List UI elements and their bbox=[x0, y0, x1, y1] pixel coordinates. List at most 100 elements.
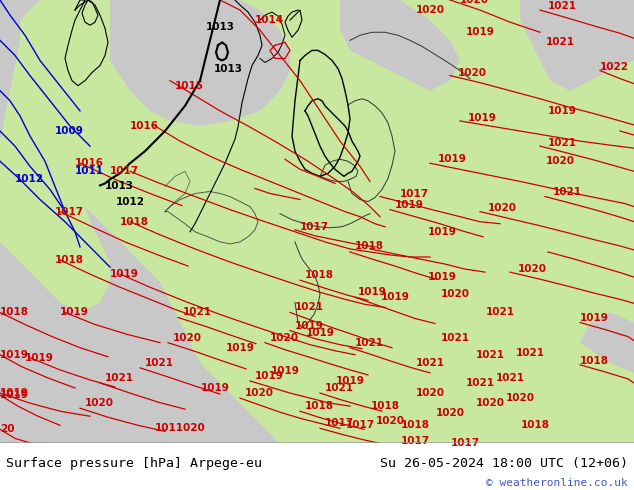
Text: 1019: 1019 bbox=[110, 269, 139, 279]
Text: 1020: 1020 bbox=[545, 156, 574, 166]
Text: 1020: 1020 bbox=[476, 398, 505, 408]
Text: 1021: 1021 bbox=[496, 373, 524, 383]
Text: 1019: 1019 bbox=[0, 390, 29, 400]
Text: 1021: 1021 bbox=[415, 358, 444, 368]
Text: 1018: 1018 bbox=[305, 401, 334, 411]
Text: 1021: 1021 bbox=[476, 350, 505, 360]
Text: 1015: 1015 bbox=[175, 81, 204, 91]
Text: 1017: 1017 bbox=[55, 207, 84, 217]
Text: 1019: 1019 bbox=[335, 376, 365, 386]
Text: 1012: 1012 bbox=[115, 196, 145, 207]
Text: 1016: 1016 bbox=[130, 121, 159, 131]
Text: 1018: 1018 bbox=[305, 270, 334, 280]
Text: 1018: 1018 bbox=[521, 420, 550, 430]
Text: 1018: 1018 bbox=[355, 241, 384, 251]
Text: 1020: 1020 bbox=[518, 264, 547, 274]
Text: 1021: 1021 bbox=[183, 307, 212, 318]
Text: 1017: 1017 bbox=[346, 420, 375, 430]
Text: 1021: 1021 bbox=[465, 378, 495, 388]
Text: 1018: 1018 bbox=[401, 420, 429, 430]
Text: 1018: 1018 bbox=[580, 356, 609, 366]
Polygon shape bbox=[0, 0, 280, 443]
Text: 1020: 1020 bbox=[505, 393, 534, 403]
Text: 1009: 1009 bbox=[55, 126, 84, 136]
Text: 1019: 1019 bbox=[380, 293, 410, 302]
Text: 1019: 1019 bbox=[468, 113, 497, 123]
Text: 1022: 1022 bbox=[600, 62, 629, 72]
Text: 1017: 1017 bbox=[400, 189, 429, 198]
Text: 1019: 1019 bbox=[226, 343, 254, 353]
Text: 1018: 1018 bbox=[55, 255, 84, 265]
Text: 1020: 1020 bbox=[375, 416, 404, 426]
Text: 1020: 1020 bbox=[415, 5, 444, 15]
Text: 1021: 1021 bbox=[295, 302, 324, 313]
Text: 1020: 1020 bbox=[460, 0, 489, 5]
Polygon shape bbox=[0, 0, 634, 443]
Text: 1019: 1019 bbox=[200, 383, 230, 393]
Text: 1013: 1013 bbox=[105, 181, 134, 192]
Text: 1017: 1017 bbox=[401, 437, 430, 446]
Polygon shape bbox=[110, 0, 290, 126]
Text: 1021: 1021 bbox=[355, 338, 384, 348]
Text: 20: 20 bbox=[0, 424, 15, 434]
Text: 1019: 1019 bbox=[255, 371, 284, 381]
Text: 1021: 1021 bbox=[105, 373, 134, 383]
Text: 1011020: 1011020 bbox=[155, 423, 205, 433]
Text: 1019: 1019 bbox=[60, 307, 89, 318]
Text: 1018: 1018 bbox=[370, 401, 399, 411]
Polygon shape bbox=[520, 0, 634, 91]
Text: 1019: 1019 bbox=[427, 272, 456, 282]
Text: 1019: 1019 bbox=[0, 388, 29, 398]
Text: 1021: 1021 bbox=[486, 307, 515, 318]
Text: 1021: 1021 bbox=[553, 188, 582, 197]
Text: 1019: 1019 bbox=[25, 353, 54, 363]
Text: 1014: 1014 bbox=[255, 15, 284, 25]
Text: 1017: 1017 bbox=[450, 439, 479, 448]
Text: 1020: 1020 bbox=[441, 289, 470, 299]
Text: 1016: 1016 bbox=[75, 158, 104, 168]
Text: 1017: 1017 bbox=[325, 418, 354, 428]
Polygon shape bbox=[580, 313, 634, 373]
Text: 1019: 1019 bbox=[580, 314, 609, 323]
Text: 1021: 1021 bbox=[548, 1, 577, 11]
Text: Su 26-05-2024 18:00 UTC (12+06): Su 26-05-2024 18:00 UTC (12+06) bbox=[380, 457, 628, 469]
Text: 1017: 1017 bbox=[300, 222, 329, 232]
Text: 1020: 1020 bbox=[270, 333, 299, 343]
Text: 1021: 1021 bbox=[545, 37, 574, 48]
Text: 1020: 1020 bbox=[85, 398, 114, 408]
Text: 1013: 1013 bbox=[214, 64, 242, 74]
Text: 1021: 1021 bbox=[515, 348, 545, 358]
Text: 1011: 1011 bbox=[75, 166, 104, 176]
Text: 1020: 1020 bbox=[173, 333, 202, 343]
Text: 1019: 1019 bbox=[395, 199, 424, 210]
Polygon shape bbox=[340, 0, 460, 91]
Text: 1019: 1019 bbox=[306, 328, 335, 338]
Polygon shape bbox=[45, 0, 634, 443]
Text: 1019: 1019 bbox=[438, 154, 467, 164]
Text: 1021: 1021 bbox=[548, 138, 577, 148]
Text: 1012: 1012 bbox=[15, 174, 44, 184]
Text: 1013: 1013 bbox=[205, 22, 235, 32]
Text: 1021: 1021 bbox=[325, 383, 354, 393]
Text: 1020: 1020 bbox=[488, 203, 517, 213]
Text: 1021: 1021 bbox=[145, 358, 174, 368]
Text: 1019: 1019 bbox=[271, 366, 299, 376]
Text: 1020: 1020 bbox=[245, 388, 274, 398]
Text: 1019: 1019 bbox=[358, 287, 387, 297]
Text: 1019: 1019 bbox=[465, 27, 495, 37]
Text: 1021: 1021 bbox=[441, 333, 470, 343]
Text: 1018: 1018 bbox=[120, 217, 149, 227]
Text: © weatheronline.co.uk: © weatheronline.co.uk bbox=[486, 478, 628, 488]
Text: 1019: 1019 bbox=[0, 350, 29, 360]
Text: 1018: 1018 bbox=[0, 307, 29, 318]
Text: 1017: 1017 bbox=[110, 166, 139, 176]
Text: 1019: 1019 bbox=[548, 106, 576, 116]
Text: 1020: 1020 bbox=[436, 408, 465, 418]
Text: Surface pressure [hPa] Arpege-eu: Surface pressure [hPa] Arpege-eu bbox=[6, 457, 262, 469]
Polygon shape bbox=[0, 0, 110, 313]
Text: 1020: 1020 bbox=[415, 388, 444, 398]
Text: 1019: 1019 bbox=[295, 320, 324, 331]
Text: 1020: 1020 bbox=[458, 68, 487, 77]
Polygon shape bbox=[0, 0, 110, 313]
Text: 1019: 1019 bbox=[427, 227, 456, 237]
